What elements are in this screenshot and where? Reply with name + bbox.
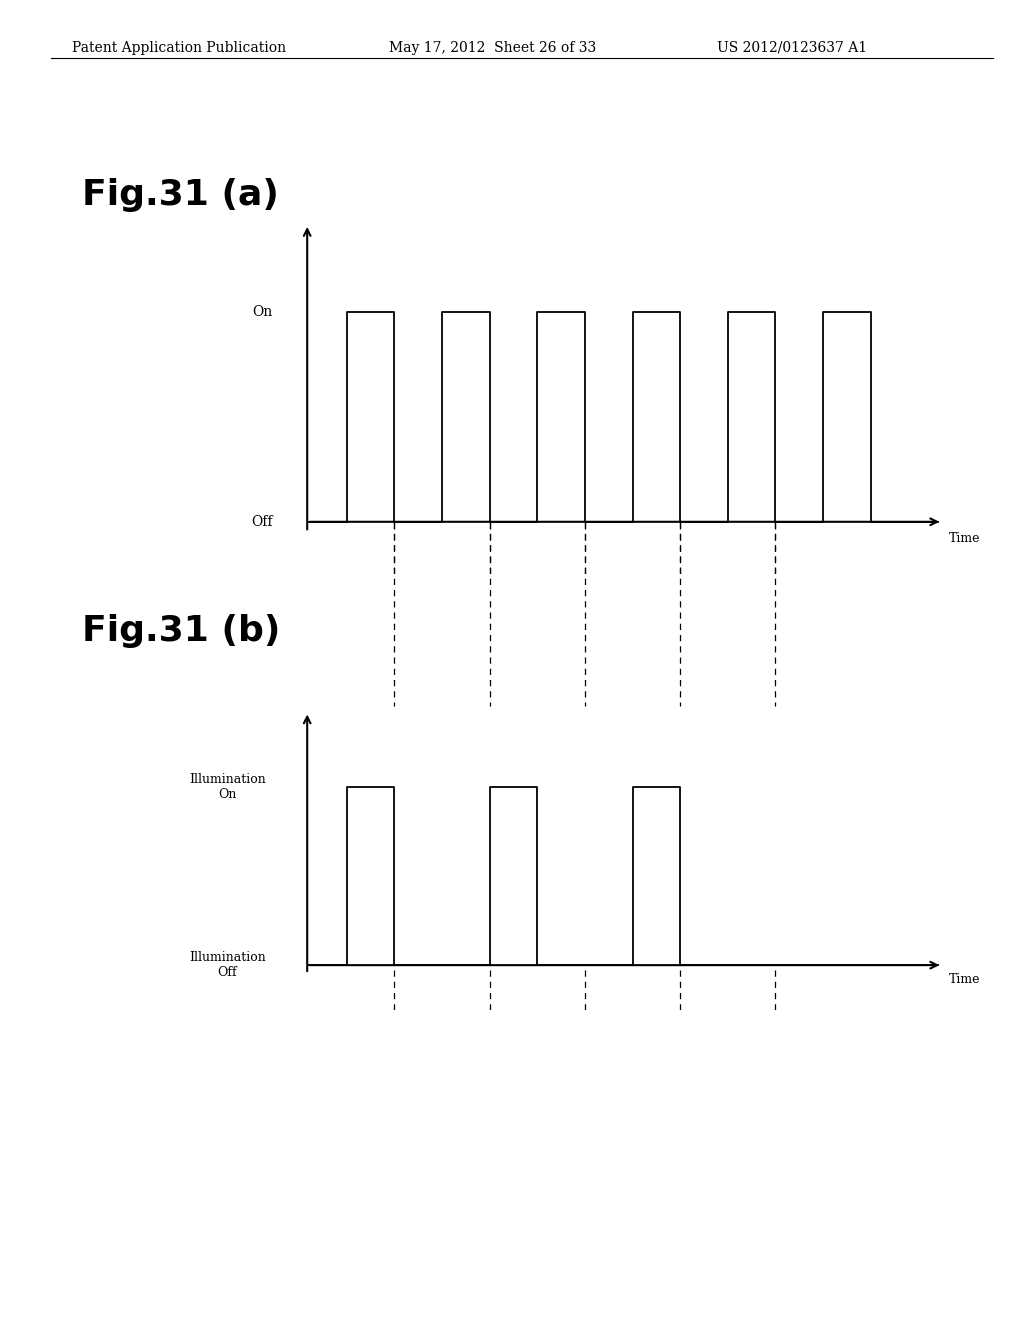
- Text: May 17, 2012  Sheet 26 of 33: May 17, 2012 Sheet 26 of 33: [389, 41, 596, 55]
- Text: Illumination
Off: Illumination Off: [189, 952, 266, 979]
- Text: On: On: [252, 305, 272, 319]
- Text: Off: Off: [251, 515, 272, 529]
- Text: Time: Time: [948, 973, 980, 986]
- Text: Time: Time: [948, 532, 980, 545]
- Text: Fig.31 (b): Fig.31 (b): [82, 614, 281, 648]
- Text: US 2012/0123637 A1: US 2012/0123637 A1: [717, 41, 867, 55]
- Text: Patent Application Publication: Patent Application Publication: [72, 41, 286, 55]
- Text: Illumination
On: Illumination On: [189, 772, 266, 800]
- Text: Fig.31 (a): Fig.31 (a): [82, 178, 279, 213]
